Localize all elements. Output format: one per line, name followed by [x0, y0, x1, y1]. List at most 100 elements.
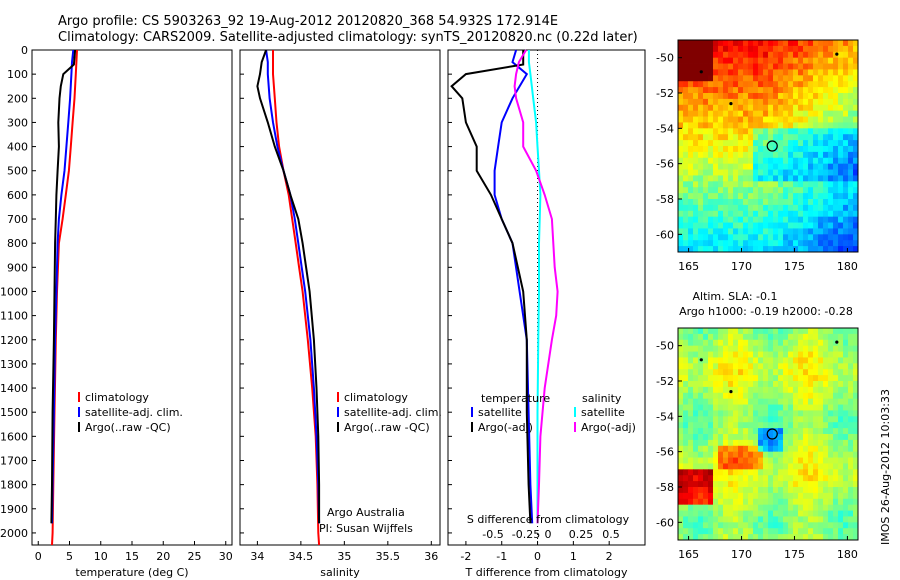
sst_map-cell — [743, 187, 749, 194]
sst_map-cell — [843, 140, 849, 147]
sla_map-cell — [788, 392, 794, 400]
sst_map-cell — [773, 187, 779, 194]
sla_map-cell — [703, 439, 709, 447]
sst_map-cell — [723, 175, 729, 182]
sst_map-cell — [798, 93, 804, 100]
sla_map-cell — [778, 516, 784, 523]
side-timestamp: IMOS 26-Aug-2012 10:03:33 — [879, 389, 892, 545]
sla_map-cell — [728, 516, 734, 523]
sst_map-cell — [808, 122, 814, 129]
sst_map-cell — [713, 187, 719, 194]
sst_map-cell — [833, 45, 839, 53]
sla_map-cell — [758, 528, 764, 535]
sst_map-cell — [763, 181, 769, 188]
sla_map-cell — [818, 528, 824, 535]
sla_map-cell — [763, 345, 769, 352]
sst_map-cell — [838, 40, 844, 47]
sst_map-cell — [748, 157, 754, 165]
sla_map-cell — [683, 386, 689, 394]
sst_map-cell — [693, 128, 699, 135]
sla_map-cell — [838, 463, 844, 470]
sst_map-cell — [793, 187, 799, 194]
sst_map-cell — [733, 110, 739, 117]
sla_map-cell — [753, 386, 759, 394]
sst_map-cell — [683, 110, 689, 117]
sst_map-cell — [828, 110, 834, 117]
sla_map-cell — [813, 457, 819, 464]
sla_map-cell — [763, 522, 769, 529]
sla_map-cell — [758, 422, 764, 429]
x-axis-label-s-difference: S difference from climatology — [467, 513, 630, 526]
sla_map-cell — [743, 534, 749, 541]
x-axis-label-temperature: temperature (deg C) — [75, 566, 188, 579]
sla_map-cell — [713, 392, 719, 400]
sst_map-cell — [828, 87, 834, 94]
sla_map-cell — [693, 381, 699, 388]
sla_map-cell — [713, 434, 719, 441]
sla_map-cell — [798, 534, 804, 541]
sst_map-cell — [728, 110, 734, 117]
sla_map-cell — [803, 439, 809, 447]
sla_map-cell — [733, 516, 739, 523]
sst_map-cell — [688, 81, 694, 88]
sst_map-cell — [678, 146, 684, 153]
sst_map-cell — [798, 240, 804, 247]
sst_map-cell — [833, 57, 839, 64]
sla_map-cell — [823, 457, 829, 464]
sst_map-cell — [708, 122, 714, 129]
sla_map-cell — [763, 381, 769, 388]
sla_map-cell — [803, 369, 809, 376]
sla_map-cell — [748, 328, 754, 335]
sst_map-cell — [743, 163, 749, 170]
sst_map-cell — [703, 45, 709, 53]
sst_map-cell — [813, 234, 819, 241]
sla_map-cell — [813, 375, 819, 382]
sst_map-cell — [823, 234, 829, 241]
sst_map-cell — [793, 69, 799, 76]
sst_map-cell — [713, 228, 719, 235]
sst_map-cell — [778, 75, 784, 82]
sla_map-cell — [838, 469, 844, 476]
sst_map-cell — [703, 134, 709, 141]
sst_map-cell — [838, 69, 844, 76]
sla_map-cell — [708, 510, 714, 517]
sst_map-cell — [798, 128, 804, 135]
sst_map-cell — [698, 128, 704, 135]
sst_map-cell — [853, 210, 859, 218]
sst_map-cell — [798, 210, 804, 218]
sla_map-cell — [773, 328, 779, 335]
sst_map-cell — [703, 75, 709, 82]
sla_map-cell — [708, 345, 714, 352]
sla_map-cell — [723, 487, 729, 494]
sst_map-cell — [818, 122, 824, 129]
sla_map-cell — [833, 463, 839, 470]
sla_map-cell — [853, 328, 859, 335]
sla_map-cell — [803, 375, 809, 382]
sla_map-cell — [853, 451, 859, 458]
sst_map-cell — [763, 157, 769, 165]
sst_map-cell — [778, 193, 784, 200]
sla_map-cell — [743, 404, 749, 411]
sst_map-cell — [828, 210, 834, 218]
sla_map-cell — [728, 504, 734, 511]
sla_map-cell — [853, 492, 859, 500]
sst_map-cell — [678, 134, 684, 141]
sst_map-cell — [813, 210, 819, 218]
sla_map-cell — [708, 351, 714, 358]
sst_map-cell — [803, 87, 809, 94]
sst_map-cell — [798, 98, 804, 106]
sst_map-cell — [773, 75, 779, 82]
sla_map-cell — [808, 428, 814, 435]
sst_map-cell — [768, 163, 774, 170]
sst_map-cell — [728, 140, 734, 147]
sla_map-cell — [728, 345, 734, 352]
sla_map-cell — [848, 434, 854, 441]
sla_map-cell — [773, 498, 779, 506]
sst_map-cell — [813, 69, 819, 76]
sst_map-cell — [848, 63, 854, 70]
sla_map-cell — [768, 434, 774, 441]
sla_map-cell — [823, 328, 829, 335]
sst_map-cell — [768, 40, 774, 47]
sla_map-cell — [683, 481, 689, 488]
sla_map-cell — [818, 428, 824, 435]
